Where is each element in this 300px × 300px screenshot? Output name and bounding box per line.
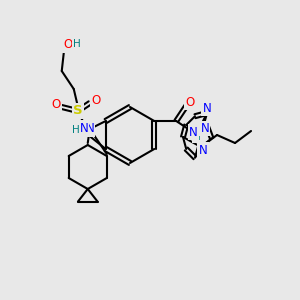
Text: O: O <box>51 98 60 112</box>
Text: N: N <box>200 122 209 135</box>
Text: N: N <box>85 122 94 136</box>
Text: S: S <box>73 104 82 118</box>
Text: H: H <box>194 132 201 142</box>
Text: O: O <box>186 95 195 109</box>
Text: O: O <box>91 94 101 107</box>
Text: H: H <box>72 125 80 135</box>
Text: N: N <box>80 122 88 134</box>
Text: N: N <box>202 101 211 115</box>
Text: O: O <box>63 38 72 52</box>
Text: N: N <box>199 143 207 157</box>
Text: N: N <box>189 125 198 139</box>
Text: H: H <box>73 39 81 49</box>
